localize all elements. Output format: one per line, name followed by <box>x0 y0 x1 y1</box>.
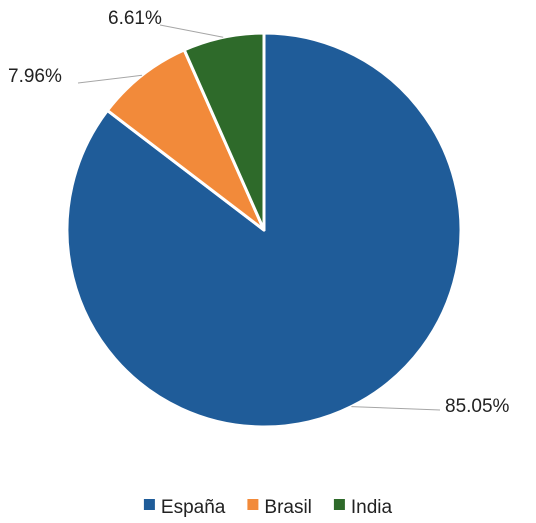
legend-label: Brasil <box>264 497 312 518</box>
data-label: 6.61% <box>108 8 162 29</box>
legend-swatch <box>143 499 155 510</box>
leader-line <box>77 74 143 84</box>
legend-swatch <box>247 499 259 510</box>
data-label: 7.96% <box>8 66 62 87</box>
pie-slice-india <box>182 31 266 232</box>
legend-label: España <box>161 497 226 518</box>
legend: España Brasil India <box>143 497 393 518</box>
legend-label: India <box>351 497 393 518</box>
pie-slice-brasil <box>105 48 266 232</box>
legend-swatch <box>333 499 345 510</box>
leader-line <box>351 406 441 411</box>
leader-line <box>159 24 224 38</box>
data-label: 85.05% <box>445 396 510 417</box>
